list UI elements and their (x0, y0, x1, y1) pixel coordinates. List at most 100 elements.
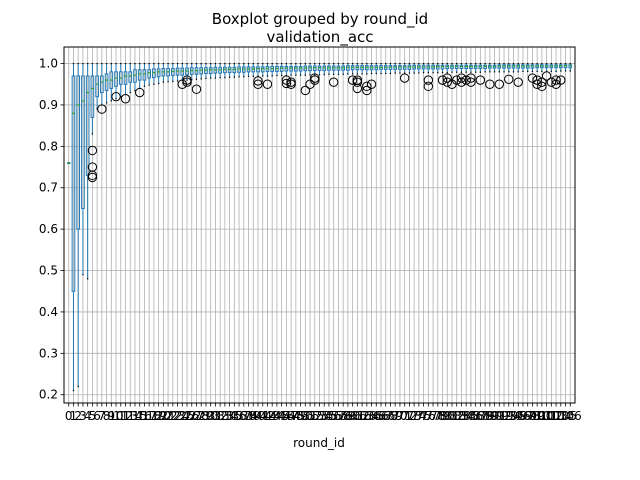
x-tick-label: 40 (250, 409, 265, 423)
x-tick-label: 35 (227, 409, 242, 423)
outlier-point (362, 81, 372, 92)
outlier-point (437, 75, 448, 85)
box-iqr (435, 64, 440, 70)
box-group (466, 62, 476, 87)
box-group (502, 62, 506, 73)
box-iqr (152, 68, 156, 79)
box-group (399, 62, 410, 83)
x-axis: 0123456789101112131415161718192021222324… (65, 403, 582, 423)
x-tick-label: 62 (354, 409, 369, 423)
box-group (281, 62, 292, 89)
x-tick-label: 51 (302, 409, 317, 423)
box-iqr (90, 75, 95, 118)
outlier-point (135, 87, 145, 98)
x-tick-label: 3 (79, 409, 87, 423)
box-group (81, 62, 85, 276)
x-tick-label: 96 (515, 409, 530, 423)
box-group (374, 62, 379, 75)
box-group (71, 62, 76, 392)
chart-suptitle: Boxplot grouped by round_id (212, 10, 428, 29)
box-group (246, 62, 251, 77)
box-iqr (294, 65, 298, 72)
box-group (412, 62, 416, 74)
box-iqr (104, 73, 109, 91)
x-tick-label: 6 (93, 409, 101, 423)
x-tick-label: 19 (151, 409, 166, 423)
box-group (260, 62, 265, 77)
x-tick-label: 101 (535, 409, 558, 423)
box-iqr (312, 65, 317, 72)
x-tick-label: 16 (137, 409, 152, 423)
box-iqr (133, 69, 137, 83)
x-tick-label: 99 (530, 409, 545, 423)
x-tick-label: 82 (449, 409, 464, 423)
box-iqr (317, 65, 322, 72)
box-group (270, 62, 275, 77)
x-tick-label: 37 (236, 409, 251, 423)
y-tick-label: 0.4 (39, 305, 58, 319)
box-iqr (81, 75, 85, 209)
box-iqr (284, 65, 289, 72)
box-group (142, 62, 147, 87)
y-tick-label: 0.2 (39, 388, 58, 402)
box-group (133, 62, 137, 92)
box-iqr (563, 64, 568, 69)
x-tick-label: 66 (373, 409, 388, 423)
box-iqr (199, 67, 204, 75)
box-group (435, 62, 440, 74)
x-tick-label: 81 (444, 409, 459, 423)
outlier-point (300, 85, 311, 96)
x-tick-label: 97 (520, 409, 535, 423)
outlier-point (494, 79, 504, 89)
outlier-point (532, 79, 542, 89)
box-iqr (346, 65, 350, 71)
x-tick-label: 48 (288, 409, 303, 423)
box-group (475, 62, 486, 85)
x-tick-label: 15 (132, 409, 147, 423)
box-iqr (402, 65, 407, 70)
box-group (568, 62, 573, 72)
box-iqr (170, 68, 175, 77)
outlier-point (366, 79, 377, 89)
x-tick-label: 83 (454, 409, 469, 423)
box-group (218, 62, 222, 79)
box-iqr (237, 66, 241, 73)
x-tick-label: 24 (175, 409, 190, 423)
x-tick-label: 79 (435, 409, 450, 423)
x-tick-label: 18 (146, 409, 161, 423)
outlier-point (456, 77, 467, 87)
box-group (279, 62, 284, 77)
box-group (152, 62, 156, 85)
outlier-point (504, 74, 514, 84)
x-tick-label: 90 (487, 409, 502, 423)
box-iqr (156, 68, 161, 78)
x-tick-label: 102 (540, 409, 563, 423)
outlier-point (527, 73, 538, 83)
box-iqr (298, 65, 303, 72)
box-iqr (308, 65, 312, 72)
outlier-point (475, 75, 486, 85)
x-tick-label: 68 (383, 409, 398, 423)
x-tick-label: 86 (468, 409, 483, 423)
box-group (199, 62, 204, 80)
box-group (473, 62, 478, 73)
x-tick-label: 57 (331, 409, 346, 423)
x-tick-label: 9 (107, 409, 115, 423)
x-tick-label: 87 (473, 409, 488, 423)
outlier-point (541, 71, 552, 81)
box-group (120, 62, 131, 104)
outlier-point (97, 104, 107, 114)
box-iqr (279, 65, 284, 72)
x-tick-label: 1 (70, 409, 78, 423)
box-group (393, 62, 398, 74)
box-group (170, 62, 175, 82)
x-tick-label: 78 (430, 409, 445, 423)
outlier-point (466, 77, 476, 87)
x-tick-label: 98 (525, 409, 540, 423)
box-group (485, 62, 495, 89)
x-tick-label: 12 (118, 409, 133, 423)
box-group (563, 62, 568, 72)
x-tick-label: 26 (184, 409, 199, 423)
x-tick-label: 20 (156, 409, 171, 423)
box-group (208, 62, 213, 79)
